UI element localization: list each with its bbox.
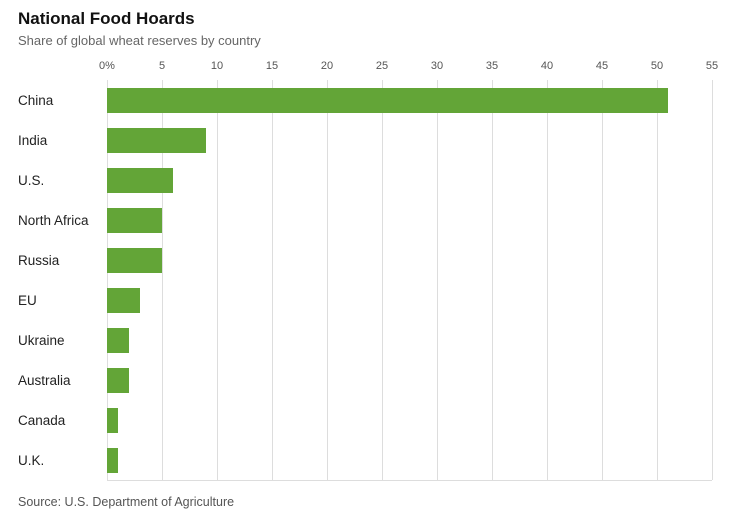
category-label: China <box>18 92 54 108</box>
axis-tick-label: 15 <box>265 60 279 73</box>
chart-footer: Source: U.S. Department of Agriculture <box>0 481 748 509</box>
bar-row <box>107 200 712 240</box>
axis-tick-label: 35 <box>485 60 499 73</box>
plot-area <box>107 80 713 482</box>
gridline <box>547 80 548 481</box>
axis-tick-label: 30 <box>430 60 444 73</box>
gridline <box>162 80 163 481</box>
bar-canada <box>107 407 118 433</box>
gridline <box>712 80 713 481</box>
bar-ukraine <box>107 327 129 353</box>
plot-column: 0% 5 10 15 20 25 30 35 40 45 50 55 <box>99 58 718 482</box>
bar-north-africa <box>107 207 162 233</box>
axis-tick-label: 55 <box>705 60 719 73</box>
chart-subtitle: Share of global wheat reserves by countr… <box>18 33 261 49</box>
bar-row <box>107 440 712 480</box>
gridline <box>492 80 493 481</box>
bar-row <box>107 160 712 200</box>
axis-tick-label: 25 <box>375 60 389 73</box>
gridline <box>217 80 218 481</box>
gridline <box>272 80 273 481</box>
category-label: North Africa <box>18 212 89 228</box>
source-note: Source: U.S. Department of Agriculture <box>18 495 235 510</box>
category-label: Ukraine <box>18 332 65 348</box>
axis-tick-label: 45 <box>595 60 609 73</box>
category-label: Russia <box>18 252 60 268</box>
axis-tick-label: 0% <box>99 60 115 73</box>
bar-australia <box>107 367 129 393</box>
bar-row <box>107 280 712 320</box>
axis-tick-label: 40 <box>540 60 554 73</box>
bar-row <box>107 120 712 160</box>
bar-u-s- <box>107 167 173 193</box>
axis-tick-label: 5 <box>158 60 166 73</box>
category-label: EU <box>18 292 37 308</box>
gridline <box>382 80 383 481</box>
gridline <box>327 80 328 481</box>
bar-china <box>107 87 668 113</box>
axis-tick-label: 50 <box>650 60 664 73</box>
category-label: Canada <box>18 412 66 428</box>
gridline <box>107 80 108 481</box>
bar-eu <box>107 287 140 313</box>
axis-labels: 0% 5 10 15 20 25 30 35 40 45 50 55 <box>99 58 718 80</box>
chart-title: National Food Hoards <box>18 9 195 28</box>
bar-u-k- <box>107 447 118 473</box>
bar-india <box>107 127 206 153</box>
bar-row <box>107 240 712 280</box>
gridline <box>437 80 438 481</box>
bar-row <box>107 360 712 400</box>
axis-tick-label: 20 <box>320 60 334 73</box>
category-label: U.S. <box>18 172 45 188</box>
axis-tick-label: 10 <box>210 60 224 73</box>
bar-row <box>107 80 712 120</box>
category-label: India <box>18 132 48 148</box>
bar-russia <box>107 247 162 273</box>
gridline <box>602 80 603 481</box>
category-label: U.K. <box>18 452 45 468</box>
gridline <box>657 80 658 481</box>
bar-row <box>107 400 712 440</box>
bar-row <box>107 320 712 360</box>
chart-area: China India U.S. North Africa Russia EU Ukrain… <box>0 58 748 482</box>
chart-header: National Food Hoards Share of global whe… <box>0 0 748 48</box>
category-labels: China India U.S. North Africa Russia EU Ukrain… <box>18 58 107 481</box>
category-label: Australia <box>18 372 71 388</box>
